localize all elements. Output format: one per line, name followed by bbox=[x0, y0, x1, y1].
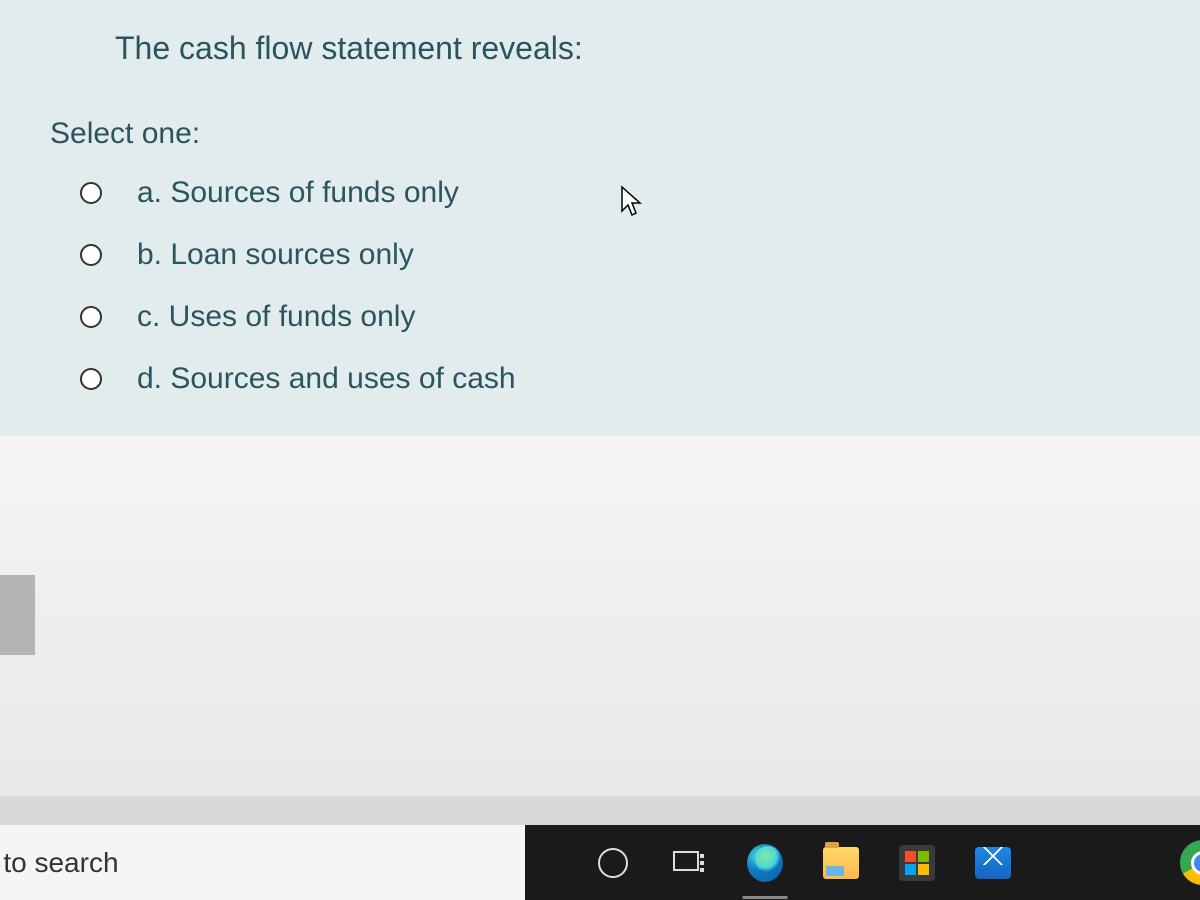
desktop-background bbox=[0, 436, 1200, 796]
task-view-icon[interactable] bbox=[671, 845, 707, 881]
option-c[interactable]: c. Uses of funds only bbox=[90, 300, 1170, 334]
radio-a[interactable] bbox=[80, 182, 102, 204]
chrome-icon[interactable] bbox=[1175, 840, 1200, 885]
file-explorer-icon[interactable] bbox=[823, 845, 859, 881]
windows-taskbar: e to search bbox=[0, 825, 1200, 900]
option-b[interactable]: b. Loan sources only bbox=[90, 238, 1170, 272]
option-c-label: c. Uses of funds only bbox=[137, 300, 415, 334]
taskbar-icons-group bbox=[595, 845, 1011, 881]
left-window-stub bbox=[0, 575, 35, 655]
option-d-label: d. Sources and uses of cash bbox=[137, 362, 516, 396]
select-one-label: Select one: bbox=[50, 117, 1170, 151]
radio-d[interactable] bbox=[80, 368, 102, 390]
cortana-icon[interactable] bbox=[595, 845, 631, 881]
question-prompt: The cash flow statement reveals: bbox=[115, 30, 1170, 67]
radio-c[interactable] bbox=[80, 306, 102, 328]
option-b-label: b. Loan sources only bbox=[137, 238, 414, 272]
question-panel: The cash flow statement reveals: Select … bbox=[0, 0, 1200, 436]
option-a-label: a. Sources of funds only bbox=[137, 176, 459, 210]
microsoft-store-icon[interactable] bbox=[899, 845, 935, 881]
mail-icon[interactable] bbox=[975, 845, 1011, 881]
taskbar-search[interactable]: e to search bbox=[0, 825, 525, 900]
search-placeholder: e to search bbox=[0, 847, 119, 879]
option-a[interactable]: a. Sources of funds only bbox=[90, 176, 1170, 210]
radio-b[interactable] bbox=[80, 244, 102, 266]
edge-browser-icon[interactable] bbox=[747, 845, 783, 881]
option-d[interactable]: d. Sources and uses of cash bbox=[90, 362, 1170, 396]
options-group: a. Sources of funds only b. Loan sources… bbox=[90, 176, 1170, 396]
